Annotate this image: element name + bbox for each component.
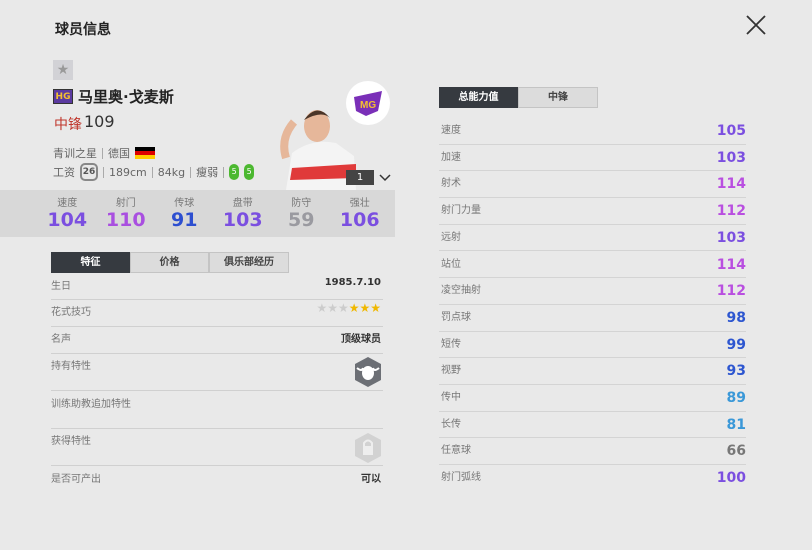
fame-row: 名声 顶级球员 xyxy=(51,330,383,354)
coach-traits-row: 训练助教追加特性 xyxy=(51,395,383,429)
stat-defending: 防守 59 xyxy=(288,198,315,231)
player-name: 马里奥·戈麦斯 xyxy=(78,88,174,106)
card-level[interactable]: 1 xyxy=(346,170,374,185)
attribute-label: 射门弧线 xyxy=(441,472,481,484)
tab-total-ability[interactable]: 总能力值 xyxy=(439,87,518,108)
player-tag: 青训之星 xyxy=(53,147,97,160)
attribute-row: 速度 105 xyxy=(439,118,746,145)
attribute-value: 100 xyxy=(716,470,746,487)
attribute-row: 射门力量 112 xyxy=(439,198,746,225)
tab-price[interactable]: 价格 xyxy=(130,252,209,273)
stat-passing: 传球 91 xyxy=(171,198,198,231)
attribute-row: 凌空抽射 112 xyxy=(439,278,746,305)
summary-stats: 速度 104 射门 110 传球 91 盘带 103 防守 59 强壮 106 xyxy=(0,190,395,237)
producible-row: 是否可产出 可以 xyxy=(51,474,381,485)
germany-flag-icon xyxy=(135,147,155,159)
player-nation: 德国 xyxy=(108,147,130,160)
own-traits-row: 持有特性 xyxy=(51,357,383,391)
attribute-row: 视野 93 xyxy=(439,358,746,385)
right-tabs: 总能力值 中锋 xyxy=(439,87,598,108)
tab-striker[interactable]: 中锋 xyxy=(518,87,598,108)
lock-icon xyxy=(355,433,381,463)
player-info-line2: 工资 26 189cm 84kg 瘦弱 5 5 xyxy=(53,163,255,181)
attribute-label: 站位 xyxy=(441,258,461,270)
attribute-label: 远射 xyxy=(441,231,461,243)
attribute-label: 速度 xyxy=(441,125,461,136)
attribute-value: 81 xyxy=(726,416,746,433)
attribute-label: 任意球 xyxy=(441,445,471,457)
left-foot-icon: 5 xyxy=(229,164,240,180)
left-tabs: 特征 价格 俱乐部经历 xyxy=(51,252,289,273)
attribute-row: 短传 99 xyxy=(439,332,746,359)
attribute-label: 射术 xyxy=(441,178,461,190)
right-foot-icon: 5 xyxy=(244,164,255,180)
attribute-label: 罚点球 xyxy=(441,311,471,323)
attribute-label: 短传 xyxy=(441,338,461,350)
attribute-row: 罚点球 98 xyxy=(439,305,746,332)
stat-pace: 速度 104 xyxy=(47,198,88,231)
attribute-value: 99 xyxy=(726,336,746,353)
player-info-line1: 青训之星 德国 xyxy=(53,145,155,161)
player-height: 189cm xyxy=(109,165,147,179)
tab-club-history[interactable]: 俱乐部经历 xyxy=(209,252,289,273)
attribute-row: 长传 81 xyxy=(439,412,746,439)
attribute-value: 112 xyxy=(716,203,746,220)
svg-text:MG: MG xyxy=(360,100,376,111)
attribute-row: 任意球 66 xyxy=(439,438,746,466)
favorite-star-button[interactable]: ★ xyxy=(53,60,73,80)
salary-value: 26 xyxy=(80,163,98,181)
page-title: 球员信息 xyxy=(55,22,111,38)
player-overall: 109 xyxy=(84,112,115,131)
attribute-row: 远射 103 xyxy=(439,225,746,252)
close-icon[interactable] xyxy=(744,13,768,37)
attribute-value: 103 xyxy=(716,229,746,246)
player-portrait xyxy=(280,110,356,190)
chevron-down-icon[interactable] xyxy=(379,172,391,182)
attribute-row: 站位 114 xyxy=(439,252,746,279)
attribute-value: 112 xyxy=(716,283,746,300)
attribute-row: 加速 103 xyxy=(439,145,746,172)
attribute-label: 凌空抽射 xyxy=(441,285,481,297)
attribute-value: 66 xyxy=(726,443,746,460)
tab-traits[interactable]: 特征 xyxy=(51,252,130,273)
attribute-label: 长传 xyxy=(441,418,461,430)
attribute-row: 射门弧线 100 xyxy=(439,465,746,492)
attribute-value: 103 xyxy=(716,149,746,166)
attribute-row: 传中 89 xyxy=(439,385,746,412)
club-badge: MG xyxy=(346,81,390,125)
attribute-value: 114 xyxy=(716,256,746,273)
player-body: 瘦弱 xyxy=(196,166,219,179)
skill-row: 花式技巧 ★★★★★★ xyxy=(51,301,383,327)
salary-label: 工资 xyxy=(53,166,75,179)
birthday-row: 生日 1985.7.10 xyxy=(51,277,383,300)
attribute-label: 射门力量 xyxy=(441,205,481,217)
gained-traits-row: 获得特性 xyxy=(51,432,383,466)
attribute-value: 93 xyxy=(726,363,746,380)
attribute-value: 114 xyxy=(716,176,746,193)
attribute-value: 105 xyxy=(716,123,746,139)
stat-physical: 强壮 106 xyxy=(339,198,380,231)
attribute-value: 98 xyxy=(726,309,746,326)
hg-badge: HG xyxy=(53,89,73,104)
attribute-label: 传中 xyxy=(441,392,461,403)
attribute-value: 89 xyxy=(726,390,746,406)
attribute-row: 射术 114 xyxy=(439,171,746,199)
player-position: 中锋 xyxy=(54,117,82,133)
player-weight: 84kg xyxy=(157,165,186,179)
attribute-label: 视野 xyxy=(441,365,461,377)
attribute-label: 加速 xyxy=(441,151,461,163)
bull-trait-icon[interactable] xyxy=(353,356,383,388)
skill-stars: ★★★★★★ xyxy=(316,301,381,315)
stat-dribbling: 盘带 103 xyxy=(222,198,263,231)
stat-shooting: 射门 110 xyxy=(105,198,146,231)
